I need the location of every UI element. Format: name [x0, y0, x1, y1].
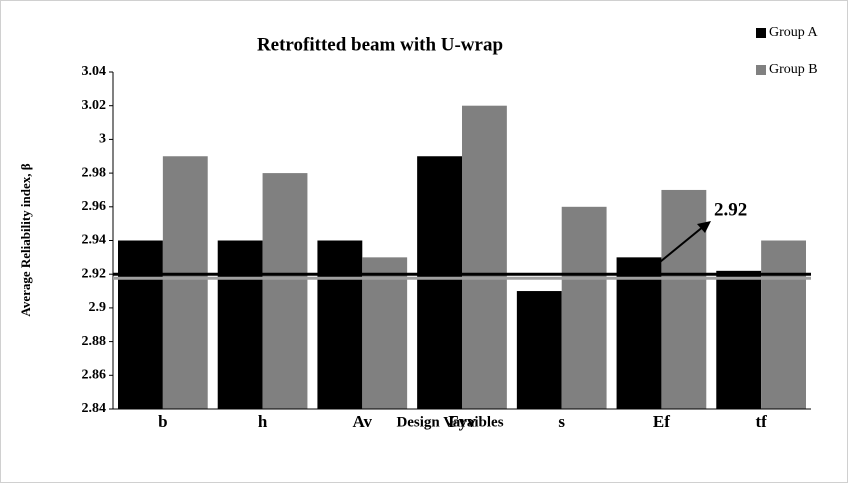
y-tick-label: 2.88	[82, 334, 107, 349]
legend-swatch	[756, 28, 766, 38]
y-tick-label: 3.02	[82, 98, 107, 113]
x-tick-label: tf	[755, 412, 767, 431]
x-tick-label: Ef	[653, 412, 670, 431]
legend-swatch	[756, 65, 766, 75]
annotation-arrow	[644, 225, 705, 275]
bar	[217, 240, 263, 409]
y-tick-label: 2.84	[82, 401, 107, 416]
y-axis-title: Average Reliability index, β	[18, 163, 33, 316]
annotation-label: 2.92	[714, 199, 747, 220]
chart-title: Retrofitted beam with U-wrap	[257, 34, 503, 55]
bar	[417, 156, 462, 409]
bar	[761, 240, 806, 409]
arrow-head	[697, 221, 711, 233]
bar	[462, 105, 507, 409]
y-tick-label: 2.86	[82, 368, 107, 383]
bar	[162, 156, 208, 409]
x-axis-title: Design Varaibles	[396, 414, 503, 430]
x-tick-label: s	[558, 412, 565, 431]
y-tick-label: 2.98	[82, 165, 107, 180]
bar	[516, 291, 562, 409]
bar	[362, 257, 408, 409]
x-tick-label: Av	[353, 412, 373, 431]
bar	[716, 270, 762, 409]
bar	[262, 173, 308, 409]
bar	[616, 257, 662, 409]
bar	[118, 240, 163, 409]
x-tick-label: b	[158, 412, 167, 431]
bar	[661, 189, 707, 409]
y-tick-label: 2.92	[82, 266, 107, 281]
y-tick-label: 3.04	[82, 64, 107, 79]
y-tick-label: 2.9	[89, 300, 107, 315]
bar	[561, 206, 607, 409]
y-tick-label: 3	[99, 132, 106, 147]
x-tick-label: Fyv	[448, 412, 476, 431]
y-tick-label: 2.94	[82, 233, 107, 248]
legend-label: Group B	[769, 62, 818, 77]
y-tick-label: 2.96	[82, 199, 107, 214]
legend-label: Group A	[769, 25, 819, 40]
x-tick-label: h	[258, 412, 268, 431]
bar	[317, 240, 363, 409]
